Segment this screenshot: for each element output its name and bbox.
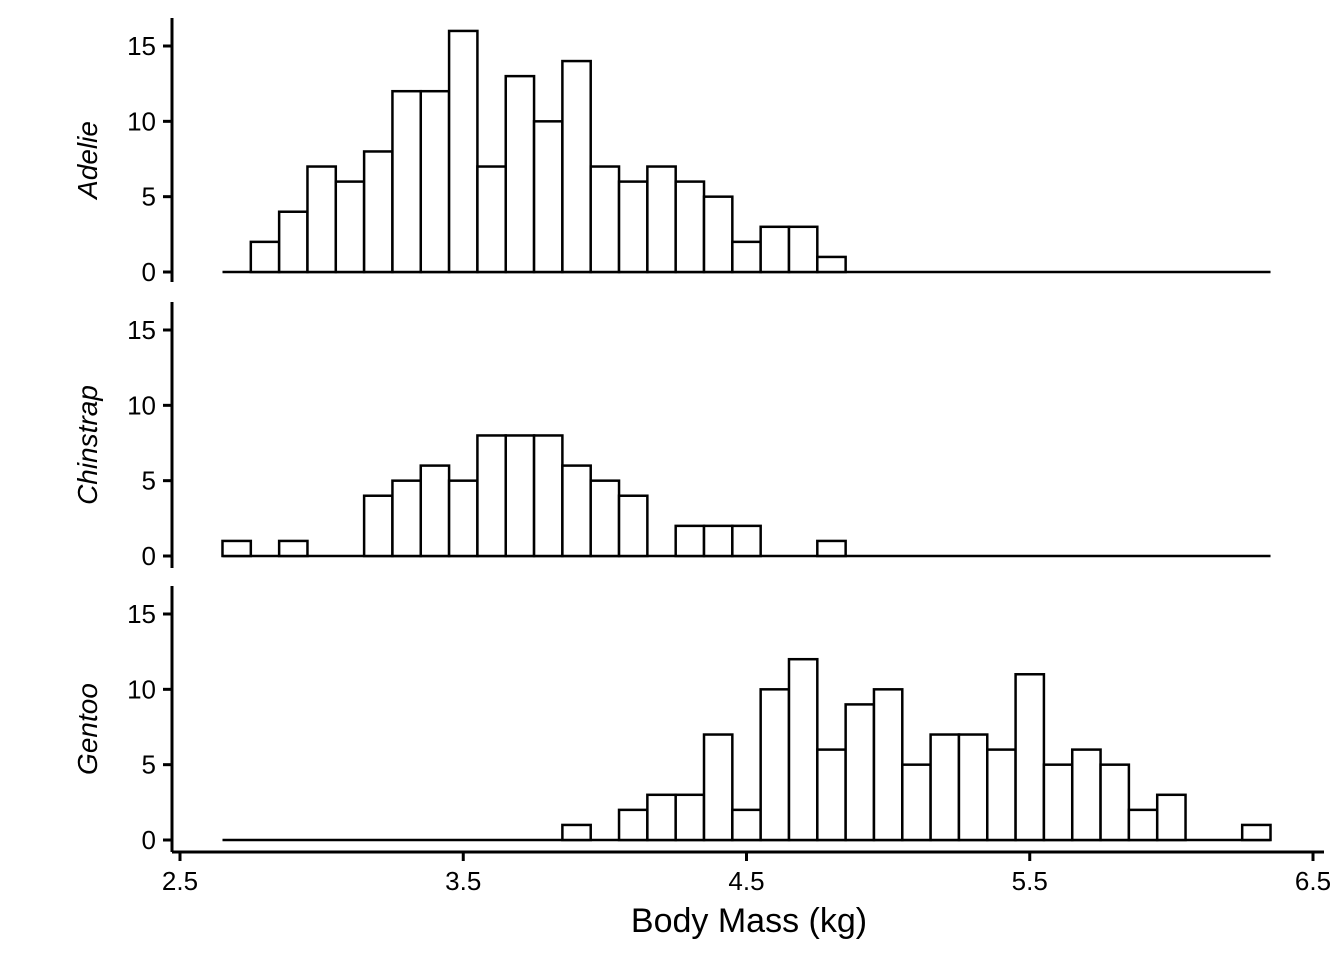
histogram-bar — [532, 434, 564, 558]
histogram-bar — [787, 225, 819, 274]
y-tick-label: 5 — [142, 750, 156, 780]
histogram-bar — [476, 165, 507, 274]
histogram-bar — [759, 225, 791, 274]
histogram-bar — [816, 539, 847, 558]
y-tick-label: 0 — [142, 825, 156, 855]
x-axis: 2.5 3.5 4.5 5.5 6.5 — [162, 850, 1331, 896]
histogram-bar — [419, 89, 451, 274]
histogram-bar — [561, 464, 592, 558]
histogram-bar — [391, 479, 423, 558]
histogram-bar — [1099, 763, 1131, 842]
x-tick-label: 4.5 — [728, 866, 764, 896]
facet-label-chinstrap: Chinstrap — [72, 385, 103, 505]
histogram-bar — [1240, 823, 1272, 842]
histogram-bar — [986, 748, 1017, 842]
histogram-bar — [277, 210, 309, 274]
histogram-bar — [929, 733, 961, 842]
x-tick-label: 5.5 — [1012, 866, 1048, 896]
histogram-bar — [731, 808, 762, 842]
histogram-bar — [844, 703, 876, 842]
histogram-bar — [447, 479, 479, 558]
histogram-bar — [362, 494, 394, 558]
histogram-bar — [561, 59, 592, 274]
histogram-bar — [447, 29, 479, 274]
histogram-bar — [561, 823, 592, 842]
histogram-bar — [249, 240, 281, 274]
y-tick-label: 15 — [127, 599, 156, 629]
y-tick-label: 15 — [127, 315, 156, 345]
histogram-bar — [617, 808, 649, 842]
histogram-bar — [391, 89, 423, 274]
panel-adelie: 0 5 10 15 Adelie — [72, 18, 1271, 287]
histogram-bar — [702, 524, 734, 558]
histogram-bar — [872, 688, 904, 842]
y-tick-label: 5 — [142, 182, 156, 212]
y-tick-label: 0 — [142, 257, 156, 287]
histogram-bar — [617, 180, 649, 274]
histogram-bar — [1042, 763, 1074, 842]
histogram-bar — [221, 539, 253, 558]
y-tick-label: 10 — [127, 674, 156, 704]
histogram-bar — [816, 748, 847, 842]
y-tick-label: 10 — [127, 390, 156, 420]
histogram-bar — [504, 434, 536, 558]
histogram-bar — [816, 255, 847, 274]
histogram-bar — [617, 494, 649, 558]
y-tick-label: 10 — [127, 106, 156, 136]
x-tick-label: 3.5 — [445, 866, 481, 896]
y-tick-label: 0 — [142, 541, 156, 571]
histogram-bar — [702, 733, 734, 842]
histogram-bar — [674, 180, 706, 274]
histogram-bar — [1014, 673, 1046, 842]
histogram-bar — [759, 688, 791, 842]
histogram-bar — [589, 165, 621, 274]
histogram-bar — [731, 240, 762, 274]
histogram-bar — [277, 539, 309, 558]
histogram-bar — [901, 763, 932, 842]
x-tick-label: 6.5 — [1295, 866, 1331, 896]
histogram-bar — [787, 657, 819, 842]
histogram-bar — [362, 150, 394, 274]
x-axis-title: Body Mass (kg) — [631, 902, 867, 940]
histogram-bar — [504, 74, 536, 274]
facet-label-gentoo: Gentoo — [72, 683, 103, 775]
y-tick-label: 15 — [127, 31, 156, 61]
histogram-bar — [674, 793, 706, 842]
panel-gentoo: 0 5 10 15 Gentoo — [72, 586, 1272, 855]
facet-label-adelie: Adelie — [72, 121, 103, 201]
histogram-bar — [957, 733, 989, 842]
facet-panels: 0 5 10 15 Adelie 0 5 10 15 Chinstrap 0 5 10 15 Gentoo — [72, 18, 1272, 855]
histogram-bar — [476, 434, 507, 558]
histogram-bar — [702, 195, 734, 274]
histogram-bar — [1070, 748, 1102, 842]
histogram-bar — [306, 165, 338, 274]
y-tick-label: 5 — [142, 466, 156, 496]
histogram-bar — [532, 120, 564, 274]
histogram-bar — [419, 464, 451, 558]
histogram-bar — [1155, 793, 1187, 842]
histogram-bar — [334, 180, 366, 274]
histogram-bar — [646, 793, 677, 842]
histogram-bar — [646, 165, 677, 274]
panel-chinstrap: 0 5 10 15 Chinstrap — [72, 302, 1271, 571]
histogram-bar — [589, 479, 621, 558]
x-tick-label: 2.5 — [162, 866, 198, 896]
histogram-bar — [674, 524, 706, 558]
histogram-bar — [1127, 808, 1159, 842]
histogram-bar — [731, 524, 762, 558]
